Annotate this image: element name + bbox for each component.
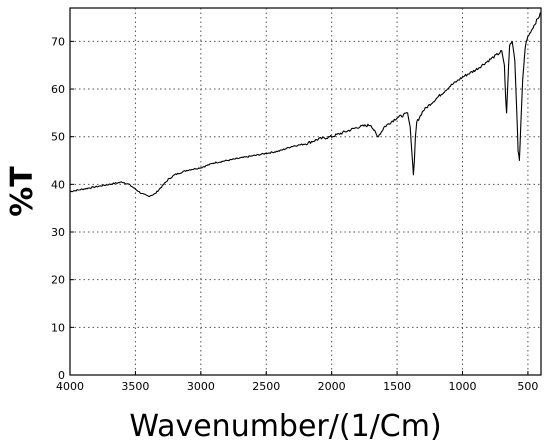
y-axis-label: %T <box>5 166 40 217</box>
x-tick-label: 1000 <box>449 380 477 393</box>
x-tick-label: 500 <box>517 380 538 393</box>
x-tick-labels: 4000 3500 3000 2500 2000 1500 1000 500 <box>56 380 538 393</box>
axis-ticks <box>69 40 529 376</box>
plot-frame <box>69 7 542 376</box>
y-tick-label: 10 <box>51 321 65 334</box>
y-tick-label: 40 <box>51 178 65 191</box>
grid-lines <box>70 8 541 375</box>
x-tick-label: 1500 <box>383 380 411 393</box>
x-axis-label: Wavenumber/(1/Cm) <box>129 409 441 444</box>
x-tick-label: 2500 <box>252 380 280 393</box>
x-tick-label: 4000 <box>56 380 84 393</box>
y-tick-labels: 0 10 20 30 40 50 60 70 <box>51 35 65 382</box>
y-tick-label: 0 <box>58 369 65 382</box>
y-tick-label: 50 <box>51 131 65 144</box>
x-tick-label: 3000 <box>187 380 215 393</box>
x-tick-label: 3500 <box>121 380 149 393</box>
y-tick-label: 60 <box>51 83 65 96</box>
x-tick-label: 2000 <box>318 380 346 393</box>
y-tick-label: 30 <box>51 226 65 239</box>
transmittance-series-line <box>69 12 542 198</box>
y-tick-label: 70 <box>51 35 65 48</box>
y-tick-label: 20 <box>51 274 65 287</box>
